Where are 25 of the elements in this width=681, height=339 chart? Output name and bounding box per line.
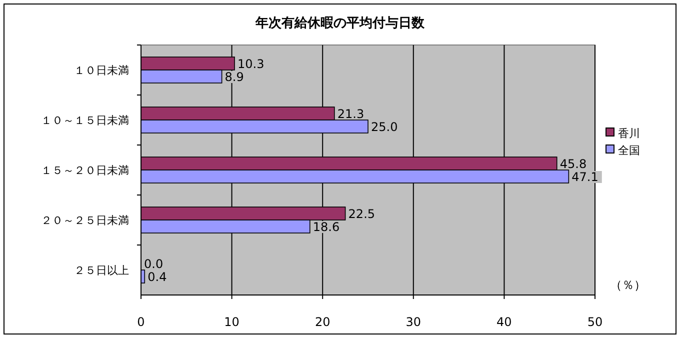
y-tick-label: ２０～２５日未満 bbox=[41, 214, 129, 227]
data-label: 47.1 bbox=[572, 170, 598, 184]
legend-label: 全国 bbox=[618, 144, 640, 157]
chart-title: 年次有給休暇の平均付与日数 bbox=[254, 16, 426, 31]
x-tick-label: 10 bbox=[224, 315, 240, 329]
data-label: 0.0 bbox=[144, 257, 164, 271]
data-label: 10.3 bbox=[238, 57, 264, 71]
y-tick-label: １０日未満 bbox=[74, 64, 129, 77]
x-tick-label: 30 bbox=[406, 315, 422, 329]
data-label: 22.5 bbox=[348, 207, 376, 221]
data-label: 25.0 bbox=[371, 120, 398, 134]
x-tick-label: 50 bbox=[587, 315, 603, 329]
y-tick-label: ２５日以上 bbox=[74, 264, 129, 277]
text: （％） bbox=[610, 278, 646, 292]
data-label: 21.3 bbox=[337, 107, 364, 121]
y-tick-label: １０～１５日未満 bbox=[41, 114, 129, 127]
data-label: 8.9 bbox=[224, 70, 244, 84]
x-tick-label: 0 bbox=[137, 315, 145, 329]
x-tick-label: 40 bbox=[496, 315, 512, 329]
data-label: 0.4 bbox=[148, 270, 167, 284]
data-label: 18.6 bbox=[312, 220, 340, 234]
y-tick-label: １５～２０日未満 bbox=[41, 164, 129, 177]
data-label: 45.8 bbox=[560, 157, 587, 171]
x-tick-label: 20 bbox=[314, 315, 330, 329]
legend-label: 香川 bbox=[618, 127, 640, 140]
